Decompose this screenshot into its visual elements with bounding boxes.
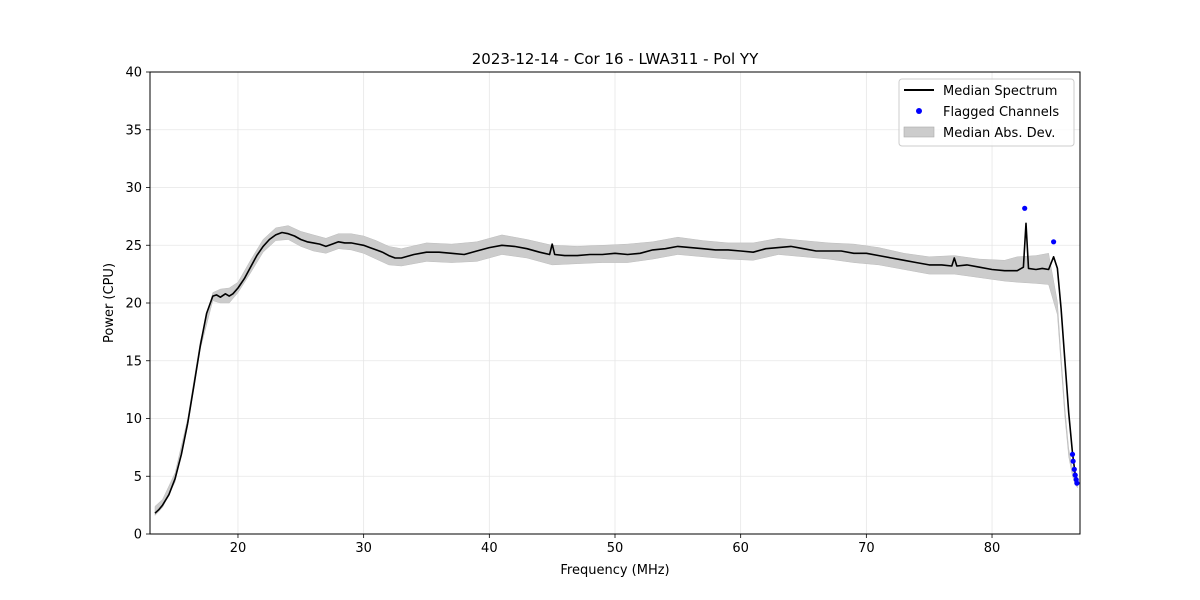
chart-title: 2023-12-14 - Cor 16 - LWA311 - Pol YY	[472, 50, 759, 68]
y-tick-label: 25	[125, 239, 142, 254]
x-tick-label: 60	[732, 541, 749, 556]
legend-label-median-spectrum: Median Spectrum	[943, 84, 1057, 99]
flagged-channel-point	[1074, 480, 1080, 486]
flagged-channel-point	[1072, 472, 1078, 478]
flagged-channel-point	[1022, 205, 1028, 211]
y-tick-label: 30	[125, 181, 142, 196]
flagged-channel-point	[1071, 466, 1077, 472]
x-tick-label: 70	[858, 541, 875, 556]
x-tick-label: 30	[355, 541, 372, 556]
flagged-channel-point	[1051, 239, 1057, 245]
legend-label-median-abs-dev: Median Abs. Dev.	[943, 126, 1055, 141]
x-axis-ticks: 20 30 40 50 60 70 80	[230, 534, 1001, 556]
x-tick-label: 40	[481, 541, 498, 556]
legend-box	[898, 78, 1075, 147]
legend-patch-swatch	[903, 126, 935, 138]
y-tick-label: 0	[134, 528, 142, 543]
legend-point-swatch	[916, 108, 922, 114]
y-tick-label: 10	[125, 412, 142, 427]
y-tick-label: 40	[125, 66, 142, 81]
y-tick-label: 15	[125, 354, 142, 369]
x-axis-label: Frequency (MHz)	[560, 563, 669, 578]
x-tick-label: 80	[984, 541, 1001, 556]
median-spectrum-group	[154, 222, 1079, 514]
median-spectrum-line	[154, 222, 1079, 514]
legend-label-flagged-channels: Flagged Channels	[943, 105, 1059, 120]
y-tick-label: 20	[125, 297, 142, 312]
x-tick-label: 50	[607, 541, 624, 556]
flagged-channel-point	[1069, 451, 1076, 457]
x-tick-label: 20	[230, 541, 247, 556]
y-tick-label: 5	[134, 470, 142, 485]
flagged-channel-point	[1070, 458, 1076, 464]
mad-band-group	[154, 225, 1078, 517]
y-axis-label: Power (CPU)	[102, 263, 117, 343]
legend: Median Spectrum Flagged Channels Median …	[898, 78, 1075, 147]
y-tick-label: 35	[125, 123, 142, 138]
flagged-channels-group	[1022, 205, 1080, 486]
y-axis-ticks: 0 5 10 15 20 25 30 35 40	[125, 66, 150, 543]
mad-band	[154, 225, 1078, 517]
